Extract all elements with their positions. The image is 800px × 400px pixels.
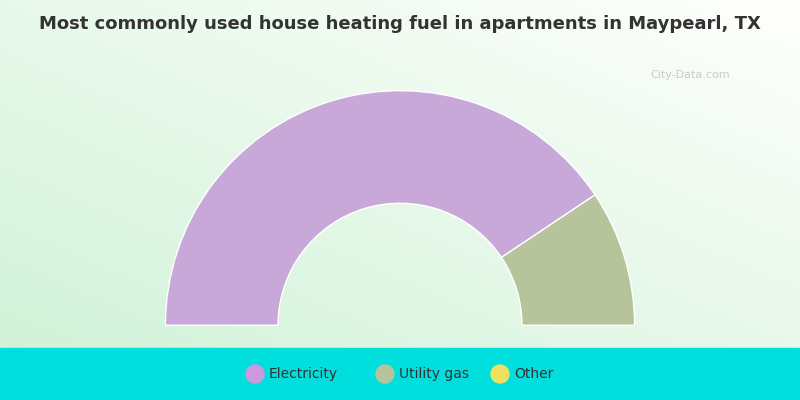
Text: Electricity: Electricity xyxy=(269,367,338,381)
Bar xyxy=(0,348,800,400)
Text: Utility gas: Utility gas xyxy=(399,367,469,381)
Circle shape xyxy=(376,365,394,383)
Text: Most commonly used house heating fuel in apartments in Maypearl, TX: Most commonly used house heating fuel in… xyxy=(39,15,761,33)
Text: Other: Other xyxy=(514,367,554,381)
Text: City-Data.com: City-Data.com xyxy=(650,70,730,80)
Wedge shape xyxy=(166,91,595,325)
Circle shape xyxy=(491,365,509,383)
Wedge shape xyxy=(502,195,634,325)
Circle shape xyxy=(246,365,264,383)
